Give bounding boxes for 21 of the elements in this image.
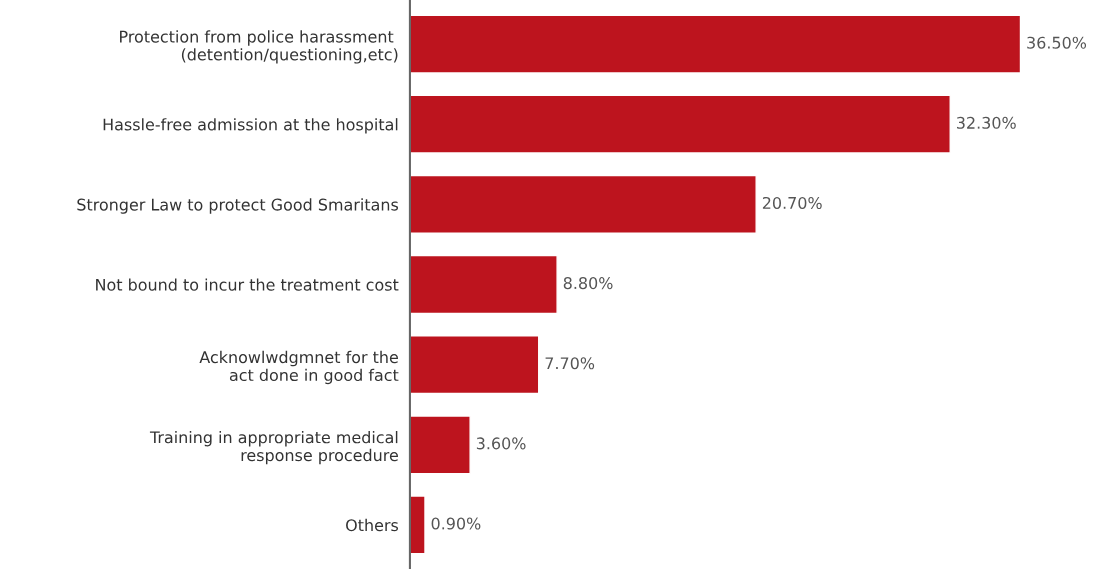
data-label: 8.80% xyxy=(563,277,613,290)
data-label: 3.60% xyxy=(476,437,526,450)
y-tick-label: Others xyxy=(346,518,399,532)
y-tick-label: Protection from police harassment (detention/questioning,etc) xyxy=(120,30,398,64)
bar xyxy=(409,94,951,154)
bar xyxy=(409,335,540,395)
y-tick-label: Training in appropriate medical response procedure xyxy=(149,430,398,465)
bar xyxy=(409,495,426,555)
y-tick-label: Stronger Law to protect Good Smaritans xyxy=(77,198,399,214)
bar xyxy=(409,14,1022,74)
bar xyxy=(409,174,757,234)
y-tick-label: Not bound to incur the treatment cost xyxy=(96,278,399,291)
bar xyxy=(409,415,471,475)
bar xyxy=(409,254,558,315)
y-tick-label: Hassle-free admission at the hospital xyxy=(103,118,398,134)
data-label: 32.30% xyxy=(957,116,1016,129)
data-label: 7.70% xyxy=(545,357,595,370)
data-label: 36.50% xyxy=(1027,36,1087,49)
y-tick-label: Acknowlwdgmnet for the act done in good fact xyxy=(199,350,399,385)
data-label: 20.70% xyxy=(762,196,822,209)
data-label: 0.90% xyxy=(431,517,481,530)
